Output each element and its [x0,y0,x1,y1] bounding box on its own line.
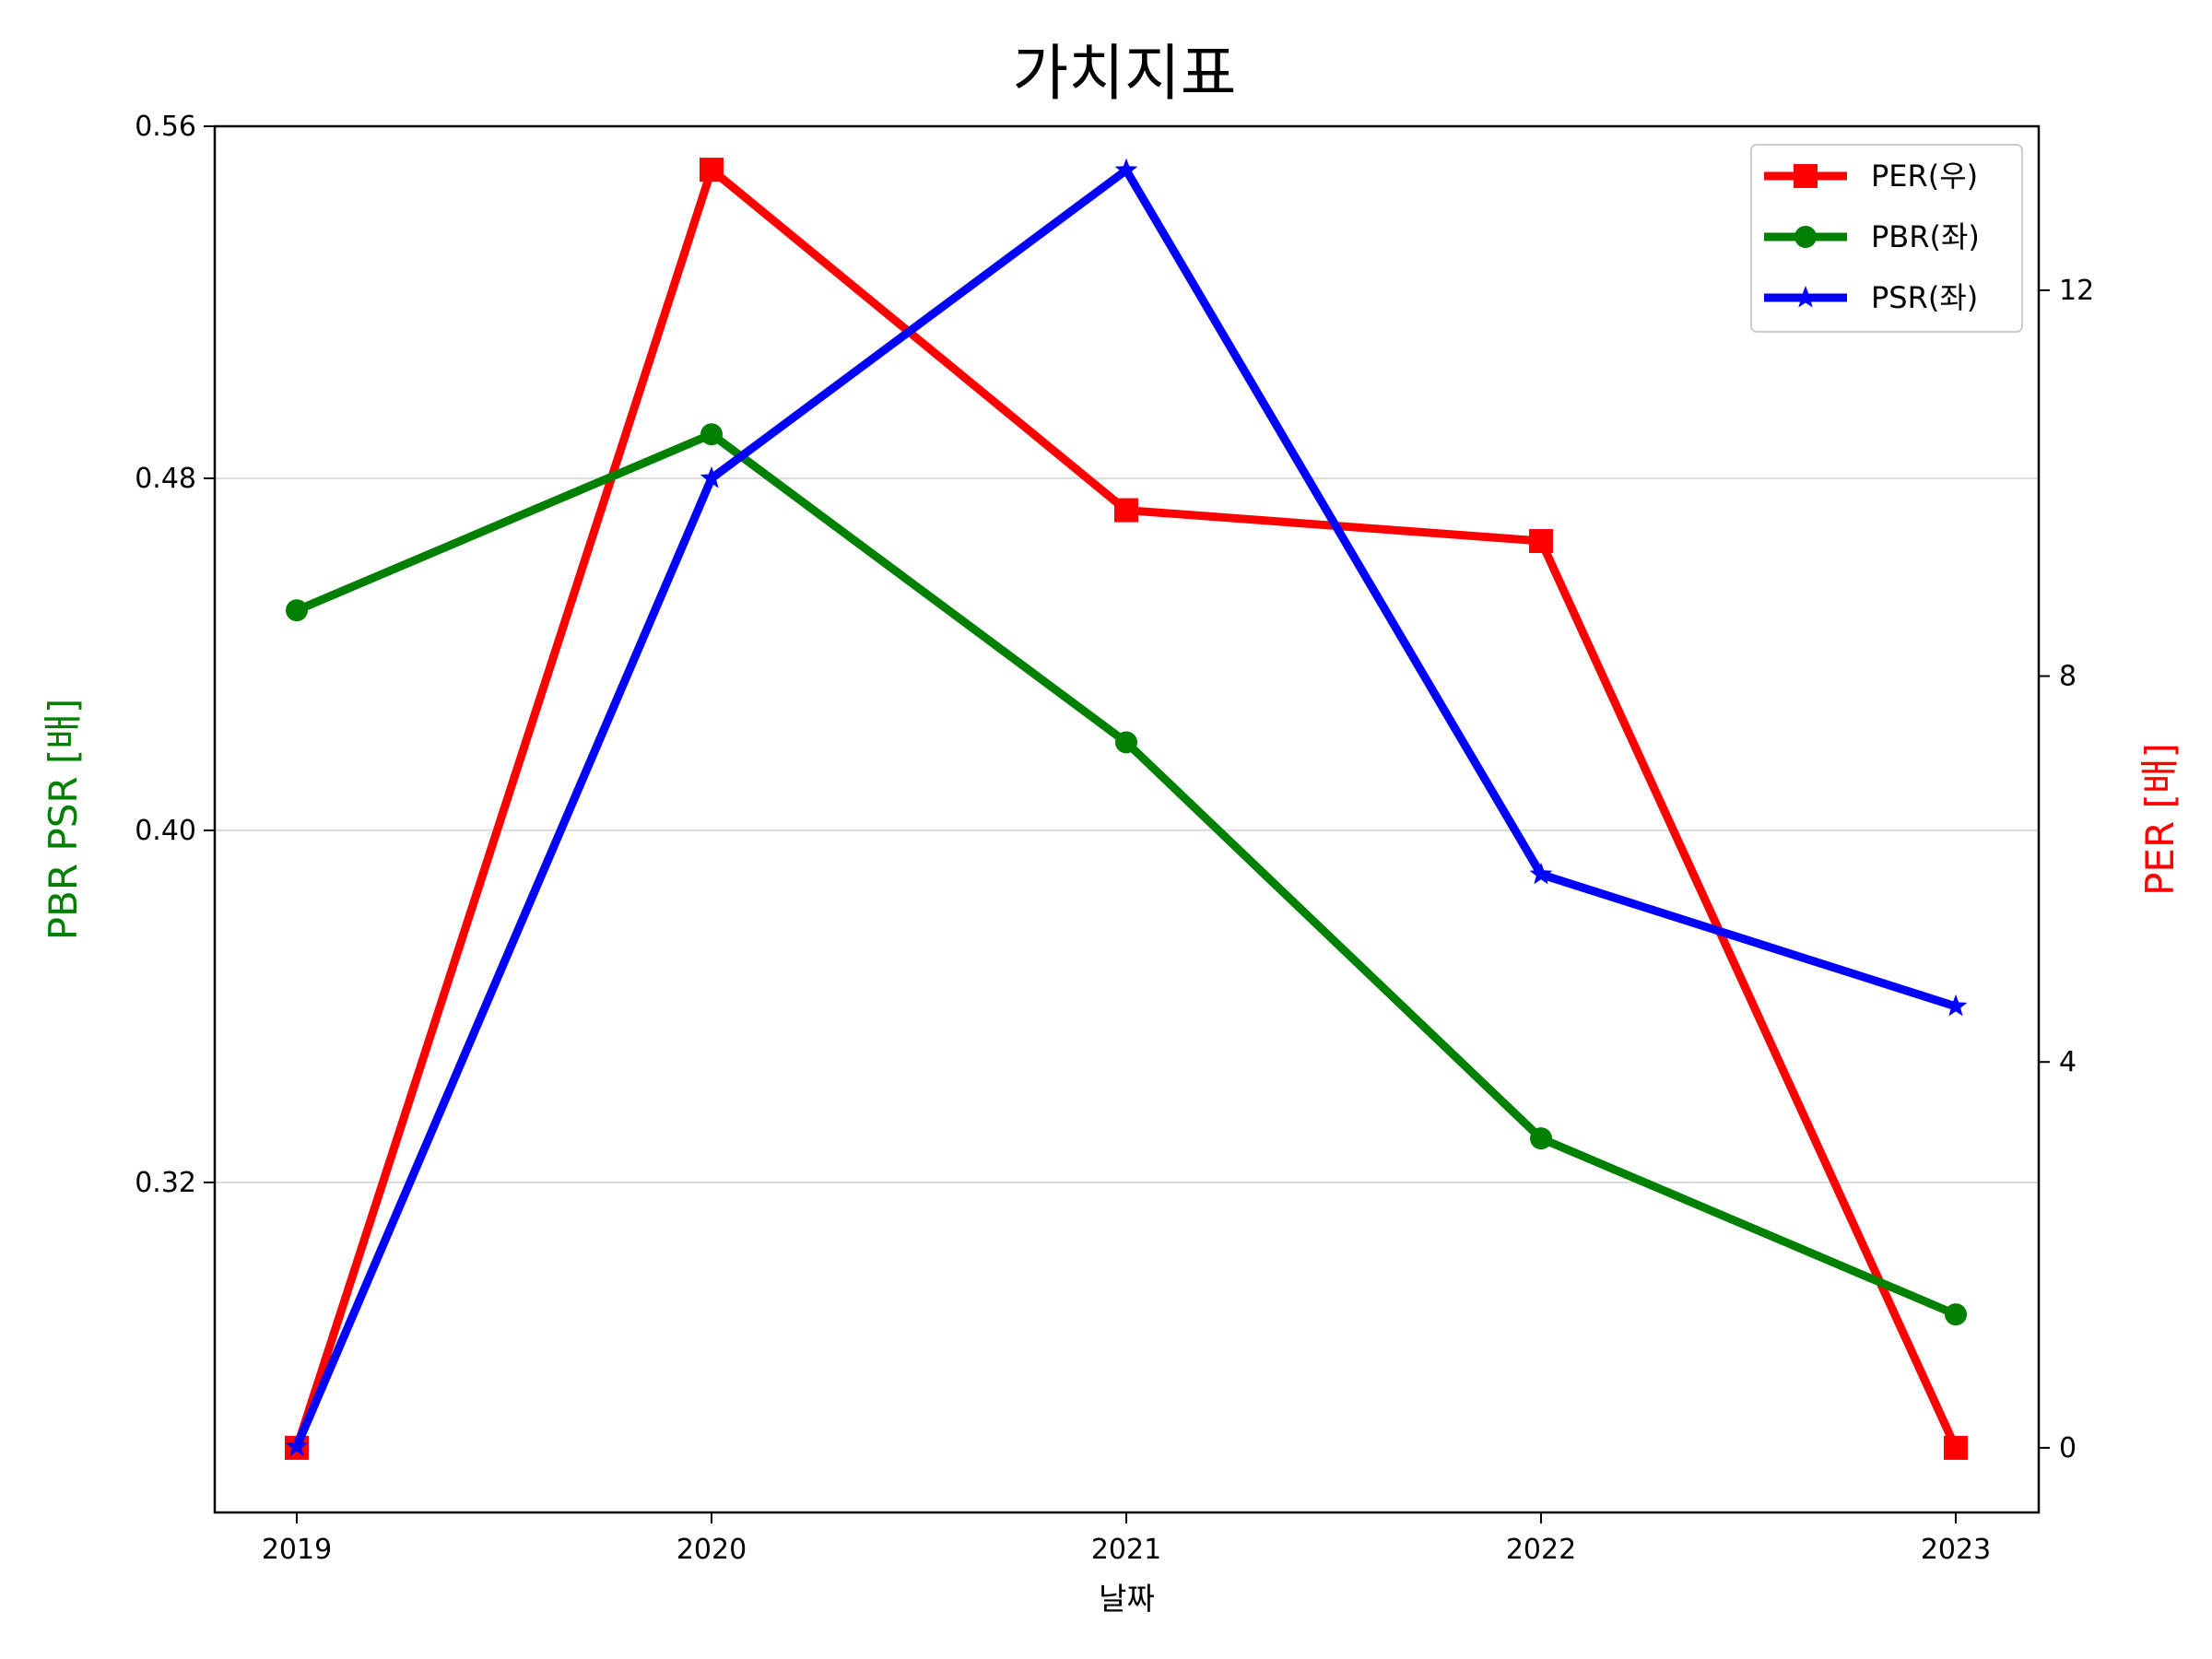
x-tick-label: 2020 [677,1534,747,1566]
right-y-axis: 0 4 8 12 [2039,275,2094,1465]
data-point-star [700,466,724,488]
y-tick-label-right: 12 [2059,275,2094,307]
y-axis-label-left: PBR PSR [배] [41,699,86,941]
data-point-star [1944,994,1968,1017]
data-point-circle [1945,1303,1967,1326]
y-tick-label-left: 0.32 [135,1167,196,1199]
data-point-square [700,158,724,182]
series-PER(우) [285,158,1968,1460]
y-tick-label-right: 8 [2059,661,2077,693]
data-point-square [1794,164,1818,188]
plot-frame [213,124,2041,1514]
data-point-circle [700,423,723,446]
data-point-circle [1530,1127,1552,1150]
series-line [292,162,1960,1450]
legend-label: PBR(좌) [1871,219,1980,254]
x-tick-label: 2023 [1921,1534,1991,1566]
data-point-star [1794,286,1818,308]
legend: PER(우) PBR(좌) PSR(좌) [1750,144,2023,333]
y-tick-label-right: 0 [2059,1432,2077,1465]
data-point-square [1944,1435,1968,1460]
chart-title: 가치지표 [1013,38,1237,109]
x-tick-label: 2022 [1506,1534,1576,1566]
data-point-star [285,1434,309,1456]
series-PSR(좌) [285,158,1968,1456]
data-point-circle [1794,226,1817,248]
y-tick-label-left: 0.40 [135,815,196,847]
legend-box [1750,144,2023,333]
x-axis: 2019 2020 2021 2022 2023 [262,1512,1991,1566]
series-layer [285,158,1968,1460]
data-point-circle [1115,731,1137,754]
data-point-star [1114,158,1138,181]
data-point-star [1529,862,1553,885]
data-point-square [1114,498,1138,523]
x-axis-label: 날짜 [1099,1581,1155,1617]
y-tick-label-left: 0.48 [135,463,196,495]
y-axis-label-right: PER [배] [2137,743,2183,896]
x-tick-label: 2021 [1091,1534,1161,1566]
data-point-square [1529,529,1553,554]
left-y-axis: 0.32 0.40 0.48 0.56 [135,111,215,1199]
series-line [292,164,1958,1449]
series-PBR(좌) [286,423,1967,1326]
x-tick-label: 2019 [262,1534,332,1566]
legend-label: PSR(좌) [1871,280,1978,315]
data-point-circle [286,599,308,622]
y-tick-label-left: 0.56 [135,111,196,143]
legend-label: PER(우) [1871,159,1978,194]
y-tick-label-right: 4 [2059,1046,2077,1078]
